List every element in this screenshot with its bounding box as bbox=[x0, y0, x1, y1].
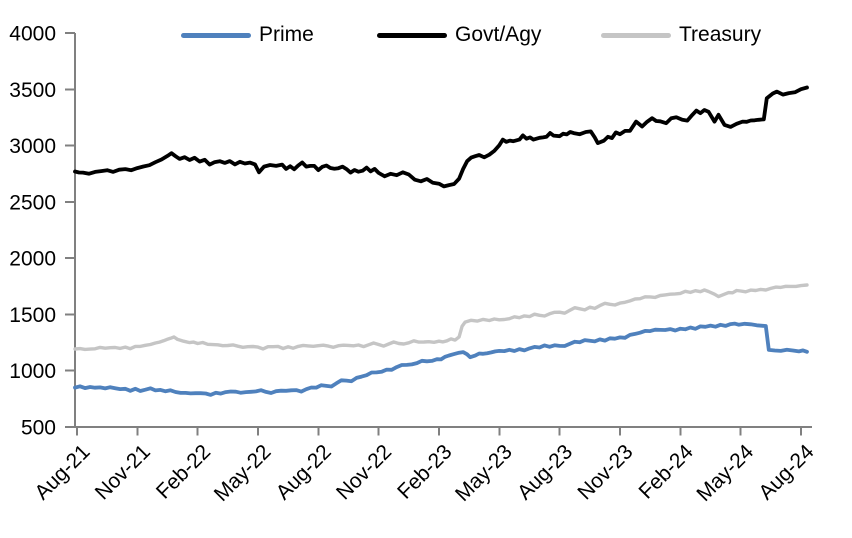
x-axis-tick-label: May-23 bbox=[451, 440, 517, 506]
x-axis-tick-label: Nov-22 bbox=[332, 440, 396, 504]
x-axis-tick-label: Aug-24 bbox=[754, 440, 818, 504]
series-line-treasury bbox=[73, 283, 809, 352]
x-axis-tick-label: Aug-21 bbox=[30, 440, 94, 504]
series-line-prime bbox=[73, 321, 809, 397]
x-axis-tick-label: Feb-24 bbox=[635, 440, 699, 504]
y-axis-tick-label: 1000 bbox=[9, 360, 56, 383]
x-axis-tick-label: Feb-23 bbox=[393, 440, 456, 503]
x-axis-labels: Aug-21Nov-21Feb-22May-22Aug-22Nov-22Feb-… bbox=[30, 440, 818, 506]
y-axis-tick-label: 2000 bbox=[9, 248, 56, 271]
x-axis-tick-label: Aug-22 bbox=[272, 440, 336, 504]
y-axis-tick-label: 1500 bbox=[9, 304, 56, 327]
y-axis-tick-label: 4000 bbox=[9, 23, 56, 46]
y-axis-tick-label: 3000 bbox=[9, 135, 56, 158]
x-axis-tick-label: May-22 bbox=[210, 440, 276, 506]
y-axis-tick-label: 3500 bbox=[9, 79, 56, 102]
series-line-govt-agy bbox=[73, 85, 809, 189]
x-axis-tick-label: Nov-23 bbox=[573, 440, 637, 504]
y-axis-tick-label: 500 bbox=[21, 417, 56, 440]
y-axis-tick-label: 2500 bbox=[9, 191, 56, 214]
x-axis-tick-label: Aug-23 bbox=[513, 440, 577, 504]
y-axis-labels: 500 1000 1500 2000 2500 3000 3500 4000 bbox=[9, 23, 56, 440]
axes bbox=[65, 32, 812, 436]
x-axis-tick-label: May-24 bbox=[692, 440, 758, 506]
x-axis-tick-label: Nov-21 bbox=[91, 440, 155, 504]
x-axis-tick-label: Feb-22 bbox=[152, 440, 215, 503]
